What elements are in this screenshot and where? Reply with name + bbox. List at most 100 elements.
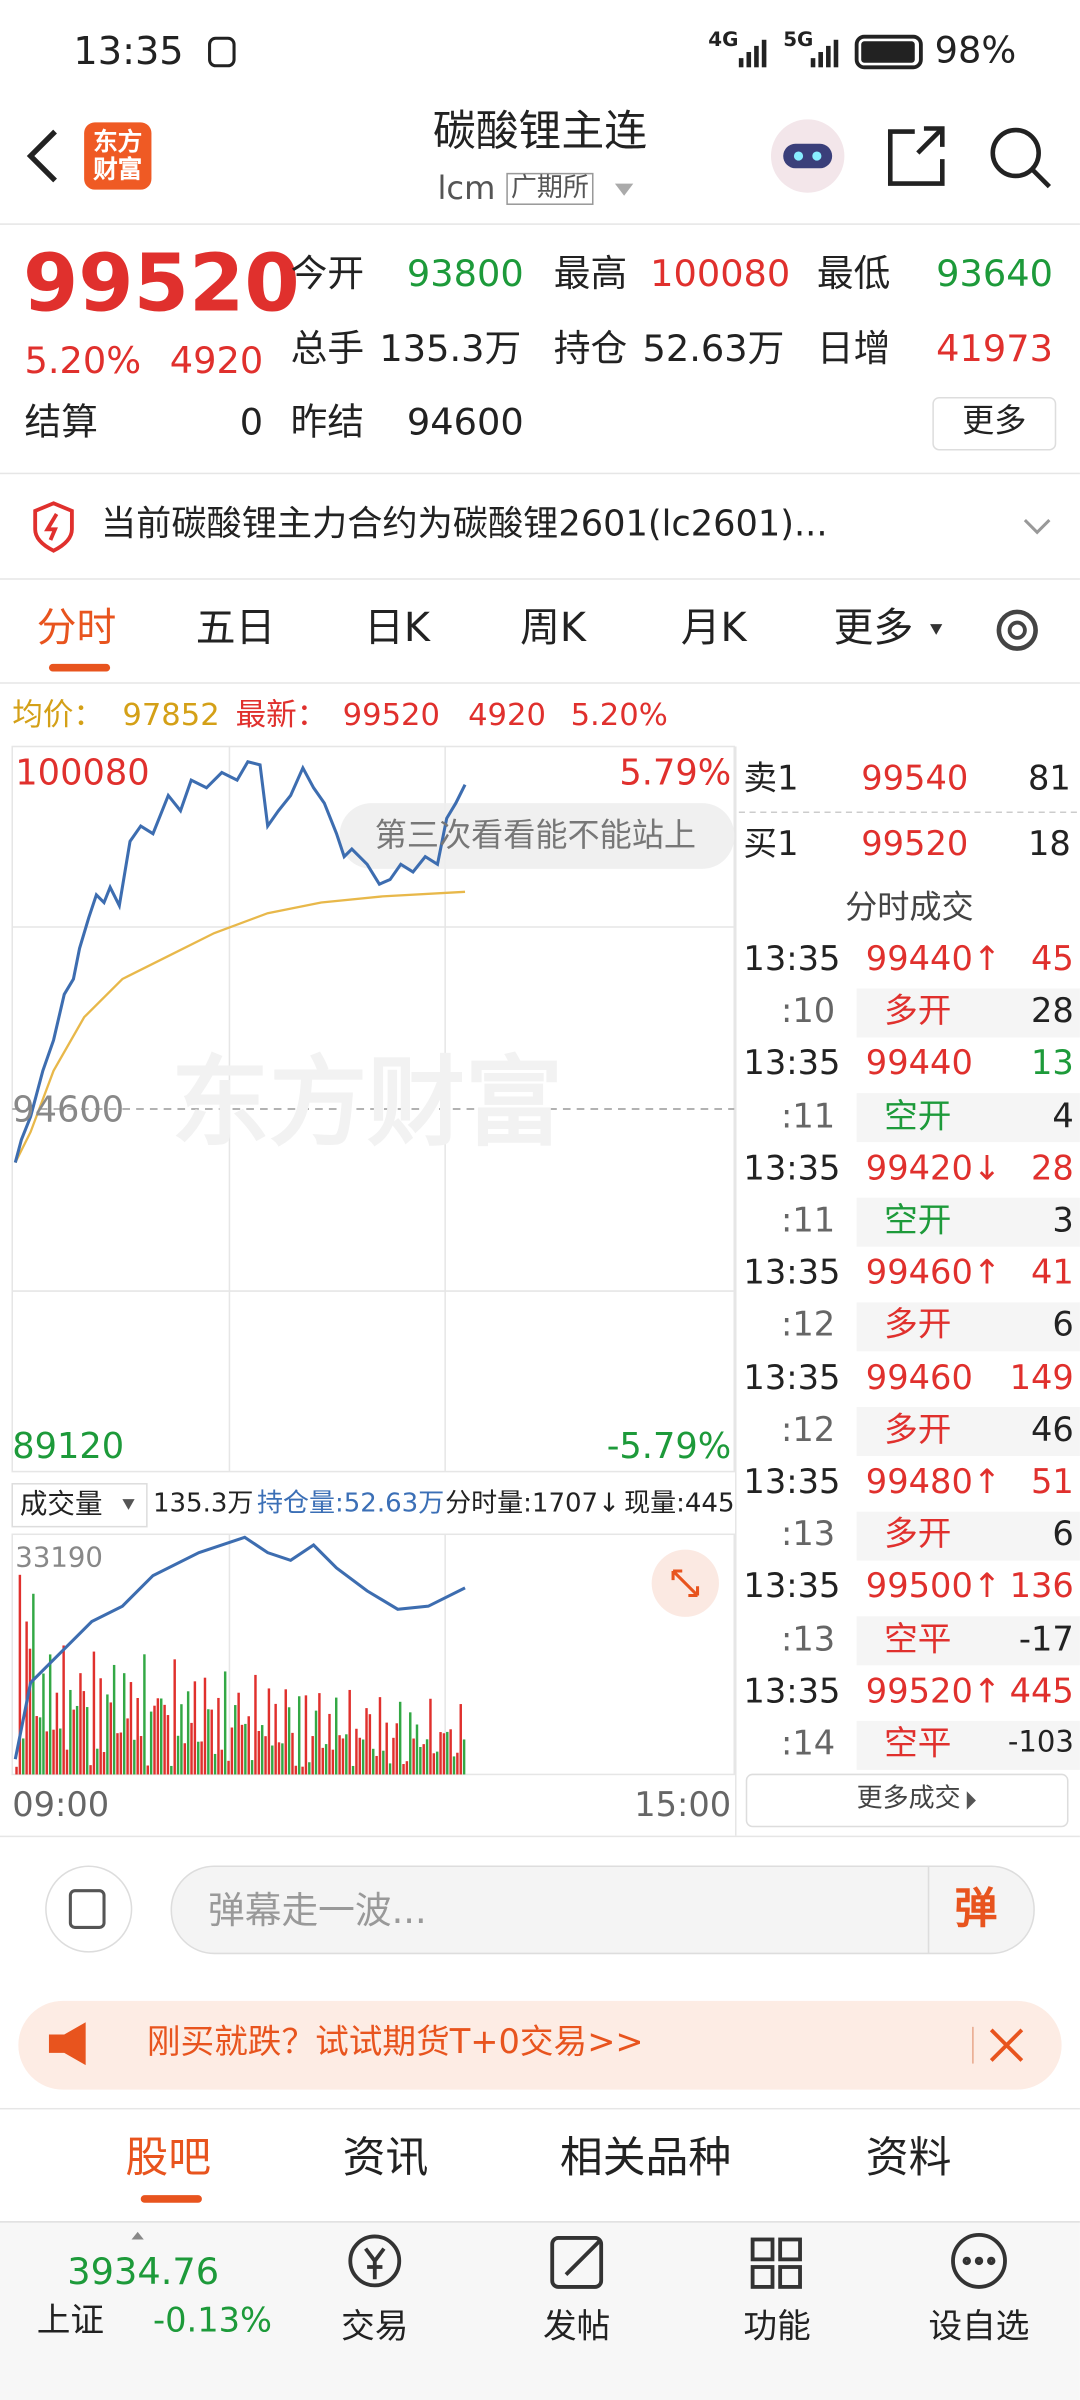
settle: 0: [239, 400, 264, 444]
more-trades[interactable]: 更多成交: [856, 1783, 961, 1815]
nav-item[interactable]: 发帖: [543, 2308, 611, 2347]
volume-bar: [173, 1659, 176, 1775]
volume-bar: [109, 1702, 112, 1775]
section-tab[interactable]: 资讯: [342, 2132, 429, 2183]
volume-label[interactable]: 成交量: [19, 1488, 103, 1521]
trade-price: 99460: [865, 1359, 973, 1398]
trade-price: 99440↑: [865, 940, 1002, 980]
trade-time: 13:35: [743, 1254, 841, 1293]
volume-bar: [456, 1752, 459, 1775]
settings-icon[interactable]: [996, 609, 1038, 651]
volume-bar: [372, 1748, 375, 1775]
tab[interactable]: 日K: [364, 605, 430, 652]
volume-bar: [210, 1709, 213, 1775]
index-name[interactable]: 上证: [36, 2302, 105, 2341]
logo-text: 东方财富: [93, 126, 143, 184]
nav-icons[interactable]: [348, 2232, 1007, 2289]
trade-qty: 13: [1031, 1045, 1074, 1084]
trade-type: 多开: [884, 1306, 952, 1346]
tab[interactable]: 五日: [195, 605, 276, 652]
volume-bar: [297, 1696, 301, 1775]
nav-item[interactable]: 设自选: [928, 2308, 1030, 2347]
comment-button[interactable]: 弹: [954, 1883, 998, 1934]
tab[interactable]: 分时: [36, 605, 117, 652]
nav-item[interactable]: 交易: [341, 2308, 409, 2347]
tab[interactable]: 更多: [833, 605, 914, 652]
book-price: 99520: [861, 826, 969, 865]
share-icon[interactable]: [887, 126, 945, 186]
trade-time: :11: [781, 1202, 836, 1241]
volume-bar: [62, 1645, 65, 1775]
volume-bar: [452, 1756, 456, 1775]
volume-bar: [375, 1755, 378, 1775]
more-button[interactable]: [932, 396, 1057, 451]
trade-qty: 445: [1009, 1673, 1074, 1712]
avg-price-line: [14, 890, 466, 1164]
notice[interactable]: 当前碳酸锂主力合约为碳酸锂2601(lc2601)...: [100, 504, 828, 545]
volume-bar: [264, 1736, 267, 1775]
trade-time: :13: [781, 1516, 836, 1555]
volume-bar: [79, 1673, 82, 1775]
row-bg: [856, 988, 1080, 1038]
info-change: 4920: [468, 696, 546, 733]
volume-bar: [345, 1734, 348, 1775]
trade-time: 13:35: [743, 940, 841, 980]
dropdown-icon: [614, 183, 634, 196]
volume-bar: [459, 1704, 462, 1775]
trade-price: 99500↑: [865, 1568, 1002, 1607]
index-value[interactable]: 3934.76: [67, 2250, 220, 2294]
expand-icon[interactable]: [1023, 519, 1051, 535]
section-tab[interactable]: 股吧: [125, 2132, 212, 2183]
back-icon[interactable]: [26, 129, 57, 183]
trade-qty: 4: [1052, 1097, 1074, 1136]
volume-bar: [328, 1713, 331, 1775]
comment-input[interactable]: [170, 1865, 1035, 1955]
volume-bar: [355, 1728, 358, 1775]
field-label: 日增: [816, 327, 891, 371]
volume-bar: [271, 1745, 274, 1775]
volume-select[interactable]: [11, 1483, 148, 1528]
volume-bar: [388, 1763, 392, 1775]
volume-bar: [203, 1677, 207, 1775]
volume-bar: [89, 1765, 92, 1775]
volume-bar: [69, 1689, 72, 1775]
exchange: 广期所: [506, 172, 594, 205]
settle-label: 结算: [24, 400, 98, 444]
volume-bar: [99, 1678, 102, 1775]
volume-bar: [260, 1725, 264, 1775]
section-tab[interactable]: 资料: [865, 2132, 952, 2183]
more-button-label[interactable]: 更多: [962, 402, 1027, 440]
tab[interactable]: 月K: [680, 605, 747, 652]
trade-price: 99420↓: [865, 1150, 1002, 1189]
volume-bar: [284, 1689, 287, 1775]
status-time: 13:35: [73, 29, 184, 74]
index-change[interactable]: -0.13%: [152, 2302, 273, 2341]
trade-time: 13:35: [743, 1359, 841, 1398]
comment-placeholder[interactable]: 弹幕走一波...: [208, 1889, 427, 1933]
ad-banner[interactable]: [18, 2000, 1062, 2090]
comment-tool[interactable]: [45, 1865, 133, 1953]
ad-text[interactable]: 刚买就跌？试试期货T+0交易>>: [146, 2023, 644, 2063]
trade-qty: 136: [1009, 1568, 1074, 1607]
volume-bar: [462, 1739, 466, 1775]
section-tab[interactable]: 相关品种: [559, 2132, 732, 2183]
volume-bar: [368, 1714, 372, 1775]
volume-bar: [160, 1698, 163, 1775]
start-time: 09:00: [12, 1786, 110, 1825]
ad-close[interactable]: [989, 2028, 1024, 2062]
volume-bar: [287, 1707, 291, 1775]
info-change-pct: 5.20%: [570, 696, 668, 733]
trade-time: :11: [781, 1097, 836, 1136]
trade-type: 空开: [884, 1097, 952, 1136]
volume-bar: [244, 1723, 247, 1775]
axis-high: 100080: [15, 754, 150, 794]
avg-label: 均价：: [12, 696, 105, 733]
volume-bar: [72, 1709, 75, 1775]
signal-4g: 4G: [708, 29, 739, 53]
more-trades-button[interactable]: [745, 1773, 1069, 1828]
volume-bar: [429, 1698, 432, 1775]
nav-item[interactable]: 功能: [743, 2308, 811, 2347]
volume-bar: [186, 1691, 190, 1775]
search-icon[interactable]: [990, 127, 1041, 179]
tab[interactable]: 周K: [520, 605, 586, 652]
